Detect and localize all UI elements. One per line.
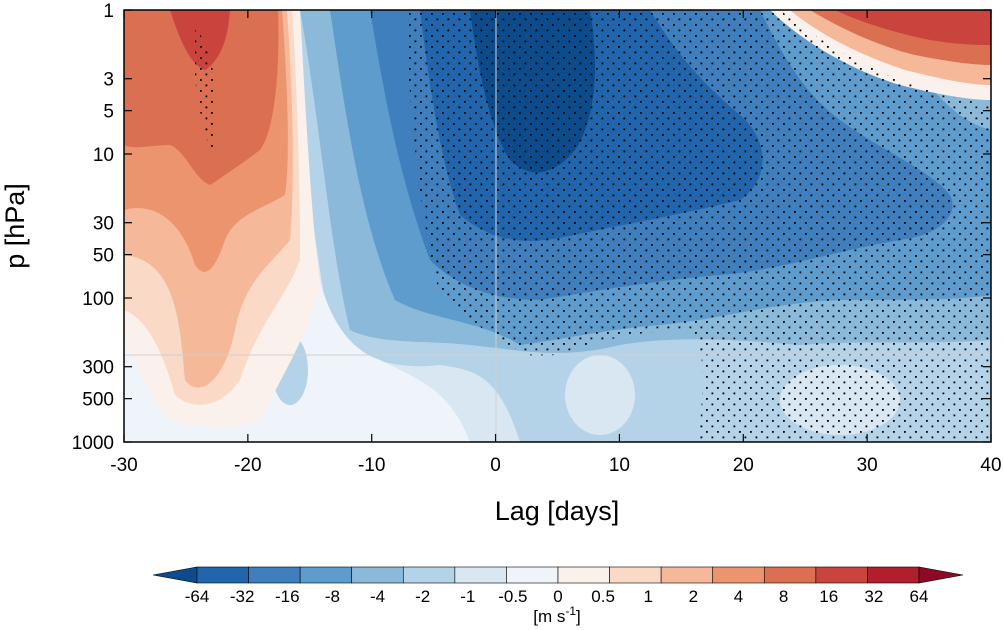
x-axis-title: Lag [days]: [495, 496, 620, 526]
colorbar-label: -0.5: [498, 587, 527, 606]
colorbar-label: 4: [734, 587, 743, 606]
colorbar-swatch-max: [918, 566, 964, 584]
colorbar-label: -2: [415, 587, 430, 606]
y-axis-title: p [hPa]: [0, 183, 30, 269]
contour-level-pos-upper-16: [835, 10, 991, 45]
colorbar-swatch-min: [152, 566, 198, 584]
significance-stippling-left: [195, 30, 217, 150]
x-tick-label: 30: [857, 455, 878, 476]
y-tick-label: 10: [93, 145, 114, 166]
contour-blob: [565, 355, 635, 435]
plot-area: [124, 10, 991, 442]
colorbar-label: 1: [644, 587, 653, 606]
x-tick-label: 40: [980, 455, 1001, 476]
x-tick-label: 10: [609, 455, 630, 476]
colorbar-label: 32: [864, 587, 883, 606]
colorbar-label: 64: [910, 587, 929, 606]
colorbar-label: 0.5: [591, 587, 615, 606]
colorbar-swatch: [867, 566, 920, 584]
colorbar-label: -32: [230, 587, 255, 606]
colorbar: -64 -32 -16 -8 -4 -2 -1 -0.5 0 0.5 1 2 4 8 16 32 64[m s-…: [152, 566, 964, 626]
colorbar-label: -8: [325, 587, 340, 606]
colorbar-swatch: [299, 566, 353, 584]
y-tick-label: 1000: [72, 433, 114, 454]
colorbar-swatch: [506, 566, 559, 584]
colorbar-swatch: [815, 566, 868, 584]
y-tick-label: 3: [103, 70, 114, 91]
colorbar-swatch: [660, 566, 714, 584]
x-tick-label: -30: [110, 455, 137, 476]
colorbar-swatch: [454, 566, 507, 584]
colorbar-unit-base: [m s: [533, 607, 565, 626]
colorbar-swatch: [248, 566, 301, 584]
x-tick-label: 0: [490, 455, 501, 476]
colorbar-swatch: [557, 566, 610, 584]
x-tick-label: 20: [733, 455, 754, 476]
y-axis: 1 3 5 10 30 50 100 300 500 1000: [72, 1, 991, 454]
colorbar-label: 2: [689, 587, 698, 606]
y-tick-label: 1: [103, 1, 114, 22]
colorbar-swatch: [402, 566, 456, 584]
colorbar-swatch: [763, 566, 817, 584]
colorbar-swatch: [712, 566, 765, 584]
colorbar-unit: [m s-1]: [533, 604, 581, 626]
colorbar-label: 8: [779, 587, 788, 606]
colorbar-label: -4: [370, 587, 385, 606]
x-axis: -30 -20 -10 0 10 20 30 40: [110, 10, 1002, 476]
colorbar-label: -1: [460, 587, 475, 606]
y-tick-label: 30: [93, 214, 114, 235]
y-tick-label: 300: [82, 358, 114, 379]
y-tick-label: 500: [82, 390, 114, 411]
plot-frame: [123, 9, 992, 443]
colorbar-swatch: [609, 566, 662, 584]
significance-stippling: [405, 10, 991, 442]
x-tick-label: -20: [234, 455, 261, 476]
y-tick-label: 50: [93, 246, 114, 267]
colorbar-swatch: [351, 566, 404, 584]
colorbar-label: -64: [185, 587, 210, 606]
colorbar-label: -16: [275, 587, 300, 606]
colorbar-label: 0: [553, 587, 562, 606]
y-tick-label: 100: [82, 289, 114, 310]
x-tick-label: -10: [358, 455, 385, 476]
y-tick-label: 5: [103, 102, 114, 123]
colorbar-unit-exp: -1: [565, 604, 576, 618]
colorbar-swatch: [196, 566, 249, 584]
colorbar-label: 16: [819, 587, 838, 606]
colorbar-unit-close: ]: [576, 607, 581, 626]
